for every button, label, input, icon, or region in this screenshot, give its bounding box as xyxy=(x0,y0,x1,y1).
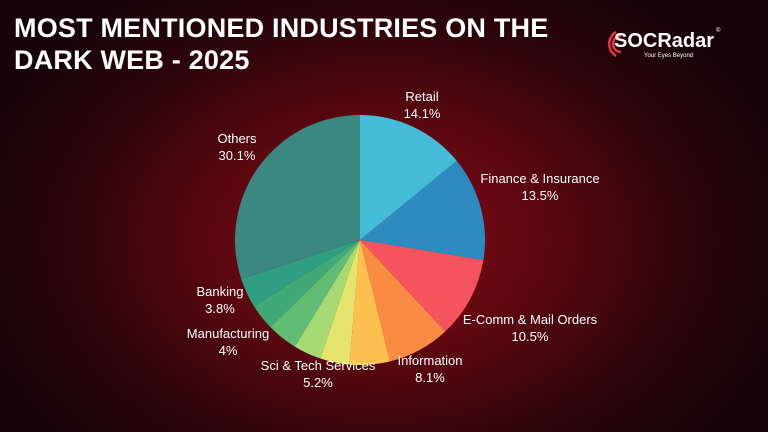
logo-tagline: Your Eyes Beyond xyxy=(644,53,694,59)
label-manufacturing: Manufacturing 4% xyxy=(186,326,270,358)
radar-icon xyxy=(608,30,622,58)
pie-slice-unlabeled-8 xyxy=(253,240,360,328)
label-banking: Banking 3.8% xyxy=(196,284,244,316)
pie-slice-manufacturing xyxy=(270,240,360,347)
pie-slice-finance-insurance xyxy=(360,160,485,261)
pie-slice-retail xyxy=(360,115,457,240)
label-information: Information 8.1% xyxy=(397,353,463,385)
logo-name: SOCRadar xyxy=(614,30,715,52)
pie-slice-e-comm-mail-orders xyxy=(360,240,484,332)
socradar-logo: SOCRadar ® Your Eyes Beyond xyxy=(608,28,732,64)
label-finance: Finance & Insurance 13.5% xyxy=(480,171,600,203)
pie-slice-banking xyxy=(241,240,360,307)
label-retail: Retail 14.1% xyxy=(403,89,441,121)
label-others: Others 30.1% xyxy=(217,131,257,163)
pie-slice-sci-tech-services xyxy=(349,240,390,365)
chart-title: MOST MENTIONED INDUSTRIES ON THE DARK WE… xyxy=(14,13,549,75)
pie-slice-information xyxy=(360,240,446,362)
label-sci-tech: Sci & Tech Services 5.2% xyxy=(260,358,376,390)
label-ecomm: E-Comm & Mail Orders 10.5% xyxy=(462,312,598,344)
pie-slice-unlabeled-6 xyxy=(294,240,360,359)
logo-reg: ® xyxy=(716,28,721,34)
pie-slice-others xyxy=(234,115,360,280)
pie-slice-unlabeled-5 xyxy=(320,240,360,365)
